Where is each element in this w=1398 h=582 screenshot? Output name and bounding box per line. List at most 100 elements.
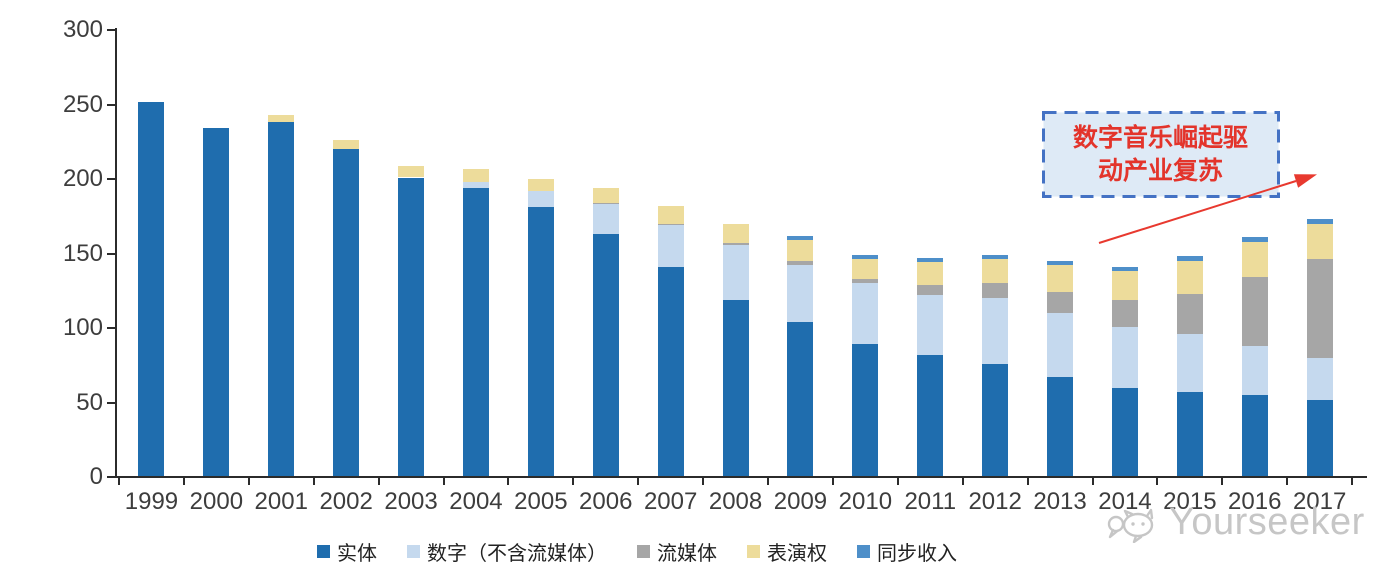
bar-segment-表演权 — [917, 262, 944, 285]
legend-label: 数字（不含流媒体） — [427, 543, 607, 565]
x-tick-label: 2010 — [838, 488, 893, 515]
x-tick-mark — [118, 478, 120, 485]
x-tick-mark — [637, 478, 640, 485]
y-tick-label: 0 — [89, 463, 103, 490]
annotation-text-line2: 动产业复苏 — [1097, 156, 1223, 185]
bar-segment-数字（不含流媒体） — [722, 244, 749, 300]
bar-segment-实体 — [138, 101, 165, 477]
bar-segment-数字（不含流媒体） — [852, 283, 879, 345]
bar-segment-数字（不含流媒体） — [982, 298, 1009, 364]
bar-segment-实体 — [722, 299, 749, 477]
x-tick-mark — [442, 478, 445, 485]
bar-segment-实体 — [787, 322, 814, 477]
x-tick-mark — [767, 478, 769, 485]
x-tick-mark — [182, 478, 185, 485]
x-tick-label: 2013 — [1033, 488, 1087, 515]
y-tick-mark — [107, 327, 116, 329]
bar-segment-实体 — [268, 122, 295, 477]
bar-segment-流媒体 — [852, 278, 879, 284]
bar-segment-同步收入 — [1047, 260, 1074, 266]
watermark: Yourseeker — [1106, 501, 1365, 544]
x-tick-label: 2008 — [708, 488, 763, 515]
bar-segment-同步收入 — [917, 257, 944, 263]
bar-segment-数字（不含流媒体） — [1047, 313, 1074, 378]
x-tick-mark — [1221, 478, 1224, 485]
bar-segment-实体 — [333, 149, 360, 477]
x-tick-mark — [896, 478, 899, 485]
bar-segment-同步收入 — [852, 254, 879, 260]
x-tick-label: 2001 — [254, 488, 308, 515]
bar-segment-表演权 — [462, 168, 489, 182]
bar-segment-同步收入 — [787, 235, 814, 241]
bar-segment-实体 — [1306, 399, 1333, 477]
bar-segment-数字（不含流媒体） — [527, 190, 554, 208]
watermark-text: Yourseeker — [1169, 501, 1365, 543]
legend-item: 表演权 — [747, 537, 827, 566]
annotation-text-line1: 数字音乐崛起驱 — [1072, 124, 1248, 152]
bar-segment-流媒体 — [657, 223, 684, 226]
x-tick-mark — [1091, 478, 1094, 485]
bar-segment-流媒体 — [787, 260, 814, 266]
y-tick-mark — [107, 103, 116, 106]
x-axis-line — [115, 476, 1367, 478]
x-tick-mark — [831, 478, 834, 485]
y-tick-label: 250 — [62, 90, 103, 118]
x-tick-mark — [312, 478, 315, 485]
bar-segment-数字（不含流媒体） — [917, 295, 944, 355]
chat-bubbles-icon — [1107, 508, 1154, 543]
bar-segment-实体 — [398, 177, 425, 477]
bar-segment-表演权 — [1241, 241, 1268, 278]
y-tick-label: 150 — [62, 239, 103, 267]
bar-segment-实体 — [1047, 377, 1074, 477]
bar-segment-实体 — [462, 187, 489, 477]
bar-segment-表演权 — [592, 187, 619, 203]
y-tick-mark — [107, 476, 116, 478]
bar-segment-数字（不含流媒体） — [1111, 326, 1138, 388]
legend-swatch — [857, 545, 870, 558]
legend-label: 同步收入 — [877, 543, 957, 565]
x-tick-label: 1999 — [124, 488, 179, 515]
x-tick-label: 2016 — [1228, 488, 1282, 515]
bar-segment-流媒体 — [1111, 299, 1138, 327]
y-tick-mark — [107, 252, 116, 255]
bar-segment-同步收入 — [1111, 266, 1138, 272]
x-tick-mark — [702, 478, 705, 485]
bar-segment-同步收入 — [1306, 219, 1333, 224]
x-tick-label: 2003 — [384, 488, 438, 515]
legend-label: 流媒体 — [657, 543, 717, 565]
y-tick-label: 300 — [62, 16, 103, 43]
legend-label: 表演权 — [767, 543, 827, 565]
bar-segment-数字（不含流媒体） — [787, 265, 814, 323]
bar-segment-表演权 — [982, 259, 1009, 284]
bar-segment-表演权 — [722, 223, 749, 244]
bar-segment-表演权 — [268, 114, 295, 123]
x-tick-label: 2005 — [514, 488, 568, 515]
bar-segment-数字（不含流媒体） — [1176, 333, 1203, 393]
bar-segment-表演权 — [527, 179, 554, 191]
y-axis-line — [115, 28, 117, 478]
bar-segment-实体 — [203, 128, 230, 477]
bar-segment-流媒体 — [982, 283, 1009, 299]
x-tick-mark — [1351, 478, 1354, 485]
bar-segment-同步收入 — [982, 254, 1009, 260]
bar-segment-流媒体 — [1241, 277, 1268, 346]
legend-swatch — [317, 545, 330, 558]
bar-segment-表演权 — [1306, 223, 1333, 260]
y-tick-label: 100 — [62, 314, 103, 341]
bar-segment-表演权 — [1047, 265, 1074, 293]
bar-segment-数字（不含流媒体） — [592, 204, 619, 235]
bar-segment-流媒体 — [592, 202, 619, 205]
bar-segment-实体 — [657, 266, 684, 477]
bar-segment-实体 — [1111, 387, 1138, 477]
x-tick-label: 2012 — [968, 488, 1022, 515]
bar-segment-流媒体 — [722, 243, 749, 245]
bar-segment-同步收入 — [1176, 256, 1203, 261]
bar-segment-表演权 — [398, 165, 425, 178]
y-tick-mark — [107, 178, 116, 180]
x-tick-label: 2015 — [1163, 488, 1217, 515]
x-tick-mark — [507, 478, 510, 485]
bar-segment-数字（不含流媒体） — [1306, 357, 1333, 400]
x-tick-label: 2011 — [904, 488, 957, 515]
x-tick-label: 2000 — [189, 488, 244, 515]
legend-item: 流媒体 — [637, 537, 717, 566]
